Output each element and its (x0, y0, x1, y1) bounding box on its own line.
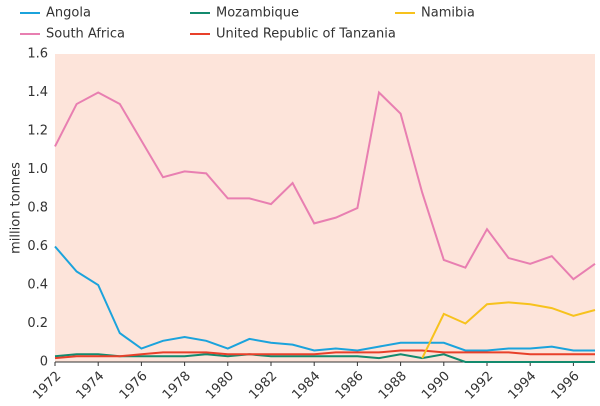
x-tick-label: 1976 (117, 369, 151, 402)
x-tick-label: 1984 (289, 369, 323, 402)
y-tick-label: 0 (40, 355, 48, 370)
x-tick-label: 1986 (333, 369, 367, 402)
x-tick-label: 1988 (376, 369, 410, 402)
y-tick-label: 1.2 (27, 124, 48, 139)
series-line (54, 245, 595, 352)
x-tick-label: 1982 (246, 369, 280, 402)
y-tick-label: 0.4 (27, 278, 48, 293)
legend-label: Namibia (421, 6, 475, 21)
y-tick-label: 0.8 (27, 201, 48, 216)
series-line (54, 90, 596, 281)
x-tick-label: 1994 (505, 369, 539, 402)
series-line (54, 353, 595, 363)
legend-label: Angola (46, 6, 91, 21)
legend-label: Mozambique (216, 6, 299, 21)
series-line (54, 349, 595, 360)
y-tick-label: 1.4 (27, 85, 48, 100)
plot-background (55, 54, 595, 362)
x-tick-label: 1980 (203, 369, 237, 402)
y-axis-label: million tonnes (9, 162, 24, 254)
legend-label: United Republic of Tanzania (216, 27, 396, 42)
x-tick-label: 1974 (73, 369, 107, 402)
x-tick-label: 1996 (549, 369, 583, 402)
series-line (421, 301, 596, 359)
legend-label: South Africa (46, 27, 125, 42)
x-tick-label: 1990 (419, 369, 453, 402)
x-tick-label: 1978 (160, 369, 194, 402)
x-tick-label: 1972 (30, 369, 64, 402)
y-tick-label: 0.2 (27, 316, 48, 331)
y-tick-label: 1.6 (27, 47, 48, 62)
y-tick-label: 0.6 (27, 239, 48, 254)
y-tick-label: 1.0 (27, 162, 48, 177)
x-tick-label: 1992 (462, 369, 496, 402)
